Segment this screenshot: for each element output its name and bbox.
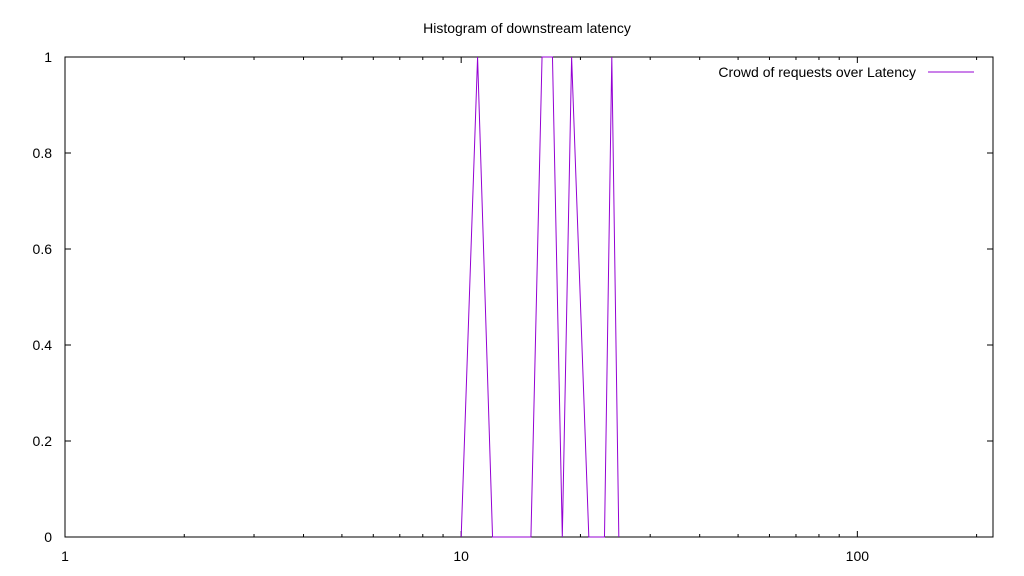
axis-ticks xyxy=(64,56,993,538)
x-tick-label: 10 xyxy=(453,548,469,564)
x-tick-labels: 1 10 100 xyxy=(61,548,869,564)
plot-frame xyxy=(64,56,994,538)
legend-label: Crowd of requests over Latency xyxy=(718,64,916,80)
x-tick-label: 1 xyxy=(61,548,69,564)
y-tick-label: 0.4 xyxy=(33,337,53,353)
y-tick-labels: 0 0.2 0.4 0.6 0.8 1 xyxy=(33,49,53,545)
legend: Crowd of requests over Latency xyxy=(718,64,974,80)
y-tick-label: 1 xyxy=(44,49,52,65)
series-layer xyxy=(460,56,620,538)
x-tick-label: 100 xyxy=(846,548,870,564)
series-line xyxy=(460,56,620,538)
y-tick-label: 0.2 xyxy=(33,433,53,449)
chart-title: Histogram of downstream latency xyxy=(423,20,631,36)
y-tick-label: 0.6 xyxy=(33,241,53,257)
y-tick-label: 0.8 xyxy=(33,145,53,161)
y-tick-label: 0 xyxy=(44,529,52,545)
